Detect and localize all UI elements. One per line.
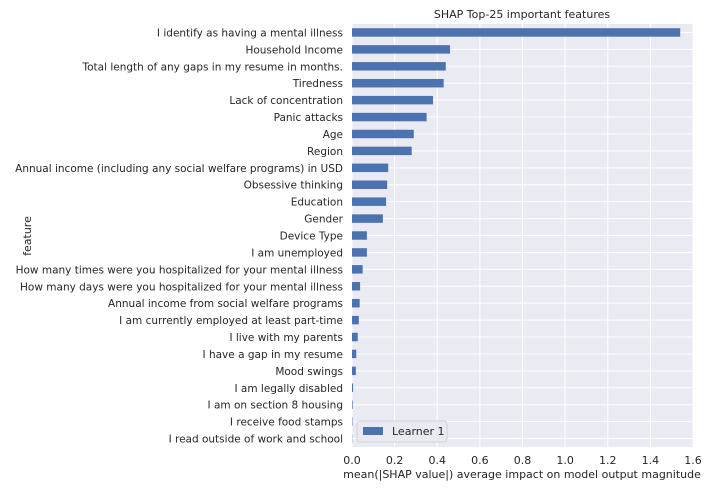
- bar: [352, 231, 367, 240]
- bar: [352, 214, 383, 223]
- x-axis-label: mean(|SHAP value|) average impact on mod…: [343, 468, 701, 481]
- y-tick-label: Obsessive thinking: [244, 180, 343, 192]
- bar: [352, 349, 357, 359]
- y-tick-label: Device Type: [280, 231, 343, 243]
- bar: [352, 366, 356, 376]
- bar: [352, 265, 363, 274]
- bar: [352, 332, 358, 342]
- bars: [352, 28, 681, 443]
- x-tick-labels: 0.0 0.2 0.4 0.6 0.8 1.0 1.2 1.4 1.6: [343, 454, 702, 467]
- x-tick-label: 0.8: [514, 454, 532, 467]
- bar: [352, 62, 446, 71]
- y-tick-label: I am unemployed: [251, 247, 343, 259]
- bar: [352, 45, 451, 54]
- bar: [352, 129, 414, 139]
- y-tick-label: Education: [291, 197, 343, 209]
- y-tick-label: I identify as having a mental illness: [157, 27, 343, 39]
- bar: [352, 400, 353, 409]
- y-tick-label: Annual income (including any social welf…: [15, 163, 343, 175]
- y-tick-label: I am legally disabled: [235, 383, 344, 395]
- bar: [352, 78, 444, 88]
- x-tick-label: 1.2: [599, 454, 617, 467]
- bar: [352, 112, 427, 122]
- y-tick-label: I read outside of work and school: [169, 434, 343, 446]
- y-tick-label: Household Income: [245, 44, 343, 56]
- category-labels: I identify as having a mental illness Hou…: [15, 27, 344, 445]
- chart-title: SHAP Top-25 important features: [434, 8, 610, 21]
- bar: [352, 315, 359, 325]
- x-tick-label: 0.6: [471, 454, 489, 467]
- y-tick-label: I have a gap in my resume: [203, 349, 343, 361]
- legend: Learner 1: [356, 420, 448, 443]
- y-tick-label: Lack of concentration: [229, 95, 343, 107]
- x-tick-label: 0.2: [386, 454, 404, 467]
- bar: [352, 95, 433, 105]
- bar: [352, 28, 681, 37]
- y-axis-label: feature: [21, 216, 34, 256]
- x-tick-label: 0.4: [429, 454, 447, 467]
- legend-label: Learner 1: [392, 425, 445, 438]
- y-tick-label: Mood swings: [275, 366, 343, 378]
- bar: [352, 163, 389, 173]
- x-tick-label: 1.6: [684, 454, 702, 467]
- y-tick-label: Annual income from social welfare progra…: [108, 298, 343, 310]
- bar: [352, 298, 360, 308]
- y-tick-label: I am on section 8 housing: [208, 400, 343, 412]
- legend-box: [356, 420, 448, 443]
- x-tick-label: 0.0: [343, 454, 361, 467]
- y-tick-label: How many times were you hospitalized for…: [16, 264, 343, 276]
- y-tick-label: I receive food stamps: [230, 417, 343, 429]
- y-tick-label: I am currently employed at least part-ti…: [119, 315, 343, 327]
- x-tick-label: 1.4: [642, 454, 660, 467]
- y-tick-label: How many days were you hospitalized for …: [20, 281, 343, 293]
- y-tick-label: Total length of any gaps in my resume in…: [81, 61, 343, 73]
- bar: [352, 383, 354, 393]
- bar: [352, 146, 412, 156]
- y-tick-label: Tiredness: [292, 78, 343, 90]
- y-tick-label: Gender: [304, 214, 343, 226]
- legend-swatch: [363, 427, 383, 435]
- bar: [352, 180, 388, 189]
- bar: [352, 248, 367, 257]
- x-tick-label: 1.0: [556, 454, 574, 467]
- bar: [352, 197, 387, 206]
- bar: [352, 282, 361, 291]
- y-tick-label: Age: [323, 129, 343, 141]
- y-tick-label: Region: [307, 146, 343, 158]
- y-tick-label: I live with my parents: [229, 332, 343, 344]
- y-tick-label: Panic attacks: [274, 112, 343, 124]
